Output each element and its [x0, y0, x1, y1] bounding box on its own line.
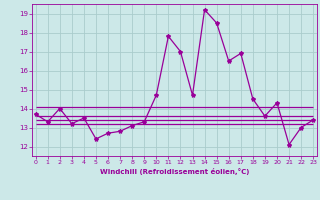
- X-axis label: Windchill (Refroidissement éolien,°C): Windchill (Refroidissement éolien,°C): [100, 168, 249, 175]
